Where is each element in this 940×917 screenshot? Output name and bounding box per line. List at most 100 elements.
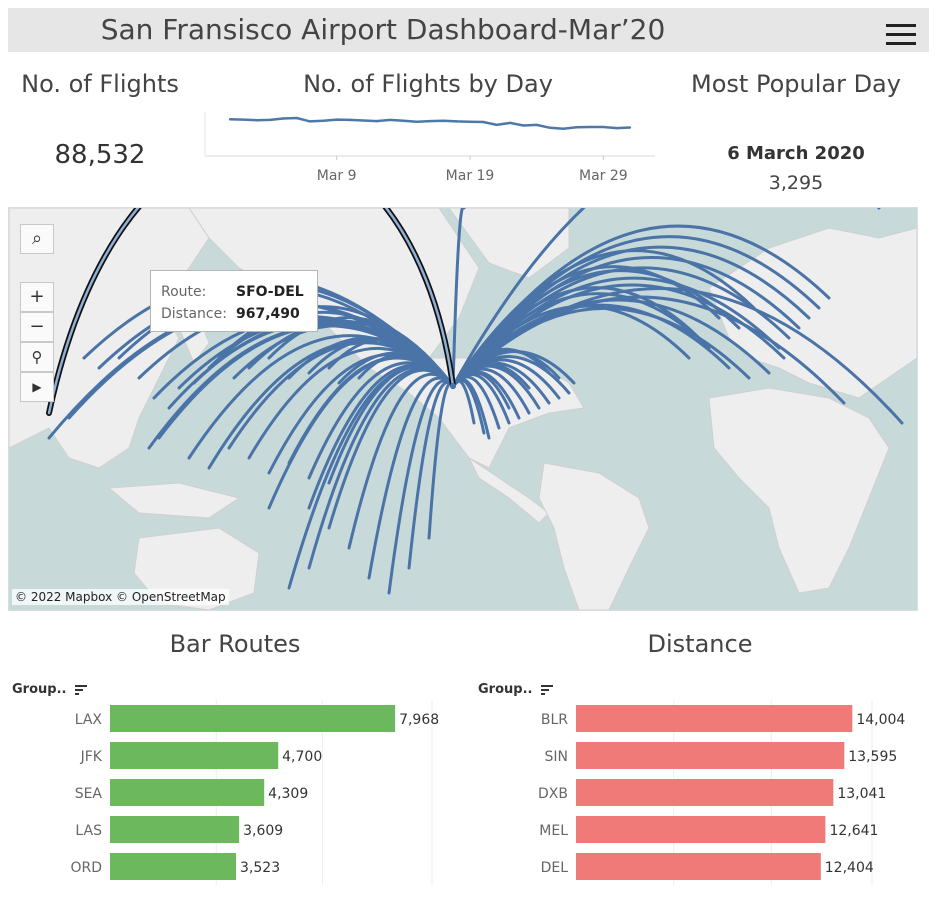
sparkline-point[interactable] [562, 127, 565, 130]
pin-icon[interactable]: ⚲ [20, 342, 54, 372]
bar-value-label: 12,641 [829, 823, 878, 839]
sparkline-point[interactable] [415, 120, 418, 123]
sparkline-point[interactable] [388, 118, 392, 122]
sparkline-point[interactable] [468, 120, 472, 123]
distance-group-text: Group.. [478, 682, 533, 697]
sparkline-point[interactable] [295, 116, 298, 120]
zoom-in-icon[interactable]: + [20, 282, 54, 312]
hamburger-menu-icon[interactable] [886, 22, 916, 46]
route-line[interactable] [367, 376, 455, 580]
route-line[interactable] [267, 356, 455, 510]
distance-chart: BLR 14,004 SIN 13,595 DXB 13,041 MEL 12,641 DEL 1… [466, 700, 932, 890]
sparkline-point[interactable] [268, 118, 272, 122]
zoom-out-icon[interactable]: − [20, 312, 54, 342]
sparkline-point[interactable] [308, 120, 312, 123]
distance-svg: BLR 14,004 SIN 13,595 DXB 13,041 MEL 12,641 DEL 1… [538, 700, 905, 885]
bar-category-label: LAX [75, 712, 103, 728]
sparkline-point[interactable] [548, 126, 552, 130]
bar-mark[interactable] [576, 779, 834, 806]
bar-value-label: 3,523 [240, 860, 280, 876]
sparkline-point[interactable] [362, 119, 365, 122]
sparkline-point[interactable] [375, 119, 378, 123]
sparkline-point[interactable] [255, 119, 258, 122]
map-attribution[interactable]: © 2022 Mapbox © OpenStreetMap [12, 589, 229, 605]
bar-value-label: 4,700 [282, 749, 322, 765]
distance-group-label[interactable]: Group.. [478, 682, 553, 697]
route-tooltip: Route: SFO-DEL Distance: 967,490 [150, 270, 318, 332]
sparkline-point[interactable] [402, 119, 405, 122]
sparkline-point[interactable] [628, 126, 632, 129]
popular-day-count: 3,295 [768, 172, 824, 194]
sparkline-point[interactable] [508, 121, 512, 125]
dashboard-header: San Fransisco Airport Dashboard-Mar’20 [8, 8, 929, 52]
se-asia-shape [107, 482, 241, 519]
bar-mark[interactable] [576, 742, 845, 769]
sparkline-point[interactable] [495, 123, 498, 127]
sort-icon[interactable] [540, 684, 553, 695]
sparkline-point[interactable] [615, 126, 618, 130]
bar-mark[interactable] [576, 705, 853, 732]
sparkline-tick-label: Mar 9 [317, 168, 357, 184]
route-line[interactable] [451, 208, 881, 388]
tooltip-route-label: Route: [161, 284, 207, 300]
sparkline-point[interactable] [322, 119, 325, 122]
route-line[interactable] [451, 208, 466, 388]
sort-icon[interactable] [74, 684, 87, 695]
sparkline-point[interactable] [482, 120, 485, 124]
sparkline-point[interactable] [335, 118, 338, 121]
sparkline-point[interactable] [575, 126, 578, 129]
sparkline-point[interactable] [442, 119, 445, 122]
sparkline-point[interactable] [282, 117, 285, 120]
route-line[interactable] [451, 304, 691, 388]
bar-routes-title: Bar Routes [169, 630, 301, 658]
route-line[interactable] [451, 265, 721, 388]
sparkline-point[interactable] [228, 118, 232, 121]
flights-by-day-sparkline[interactable]: Mar 9 Mar 19 Mar 29 [200, 108, 658, 188]
bar-category-label: SIN [545, 749, 569, 765]
bar-mark[interactable] [110, 705, 396, 732]
sparkline-point[interactable] [588, 125, 592, 129]
bar-mark[interactable] [110, 742, 279, 769]
sparkline-point[interactable] [348, 118, 352, 122]
sparkline-point[interactable] [242, 118, 245, 121]
route-map-canvas[interactable] [9, 208, 917, 610]
hub-marker[interactable] [450, 383, 456, 389]
tooltip-distance-label: Distance: [161, 306, 227, 322]
sparkline-point[interactable] [522, 124, 525, 127]
bar-mark[interactable] [110, 853, 236, 880]
distance-title: Distance [647, 630, 753, 658]
bar-mark[interactable] [576, 816, 826, 843]
bar-mark[interactable] [110, 816, 240, 843]
bar-value-label: 13,595 [848, 749, 897, 765]
bar-category-label: SEA [75, 786, 103, 802]
south-america-shape [538, 462, 650, 610]
bar-routes-group-text: Group.. [12, 682, 67, 697]
map-toolbar: ⌕ + − ⚲ ▶ [20, 220, 54, 410]
popular-day-date: 6 March 2020 [727, 143, 865, 164]
route-map[interactable]: ⌕ + − ⚲ ▶ [8, 207, 918, 611]
route-line[interactable] [451, 286, 701, 388]
bar-mark[interactable] [576, 853, 821, 880]
bar-category-label: LAS [75, 823, 102, 839]
africa-shape [708, 387, 890, 594]
bar-value-label: 13,041 [837, 786, 886, 802]
bar-category-label: ORD [70, 860, 102, 876]
sparkline-series-line[interactable] [229, 116, 631, 130]
route-line[interactable] [307, 367, 455, 570]
bar-category-label: DXB [538, 786, 568, 802]
bar-category-label: MEL [539, 823, 568, 839]
bar-routes-svg: LAX 7,968 JFK 4,700 SEA 4,309 LAS 3,609 ORD 3,523 [70, 700, 439, 885]
bar-routes-group-label[interactable]: Group.. [12, 682, 87, 697]
sparkline-point[interactable] [455, 120, 458, 123]
sparkline-point[interactable] [602, 125, 605, 129]
play-icon[interactable]: ▶ [20, 372, 54, 402]
flights-count-label: No. of Flights [21, 70, 179, 98]
bar-category-label: DEL [541, 860, 569, 876]
bar-value-label: 3,609 [243, 823, 283, 839]
sparkline-point[interactable] [428, 119, 432, 123]
bar-mark[interactable] [110, 779, 265, 806]
route-line[interactable] [387, 379, 455, 595]
search-icon[interactable]: ⌕ [20, 224, 54, 254]
selected-route-line[interactable] [47, 208, 455, 415]
sparkline-point[interactable] [535, 123, 538, 127]
